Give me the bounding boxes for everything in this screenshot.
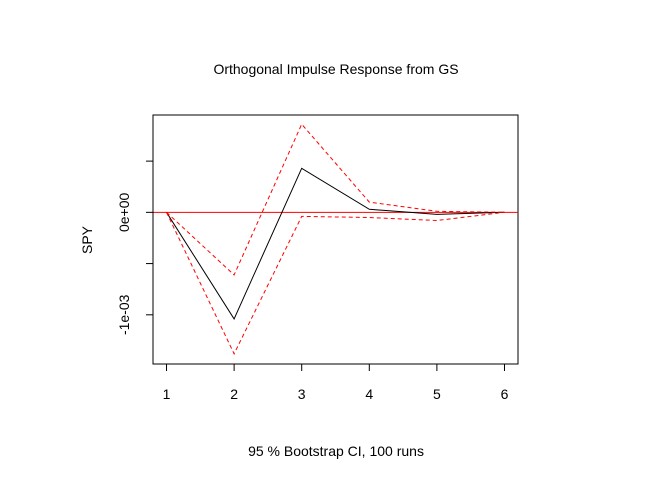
x-tick-label: 1 xyxy=(163,386,171,402)
x-tick-label: 4 xyxy=(365,386,373,402)
x-tick-label: 5 xyxy=(433,386,441,402)
x-tick-label: 3 xyxy=(298,386,306,402)
y-tick-label: -1e-03 xyxy=(116,294,132,335)
chart-title: Orthogonal Impulse Response from GS xyxy=(213,61,458,77)
series-layer xyxy=(166,123,505,355)
plot-frame xyxy=(152,114,519,365)
lower-ci-line xyxy=(166,211,505,355)
x-axis-label: 95 % Bootstrap CI, 100 runs xyxy=(248,443,424,459)
upper-ci-line xyxy=(166,123,505,276)
y-tick-label: 0e+00 xyxy=(116,192,132,232)
y-axis: -1e-03 0e+00 xyxy=(116,160,154,335)
x-tick-label: 2 xyxy=(230,386,238,402)
y-axis-label: SPY xyxy=(79,225,95,254)
impulse-response-line xyxy=(166,167,505,320)
x-tick-label: 6 xyxy=(501,386,509,402)
x-axis: 1 2 3 4 5 6 xyxy=(163,363,509,402)
